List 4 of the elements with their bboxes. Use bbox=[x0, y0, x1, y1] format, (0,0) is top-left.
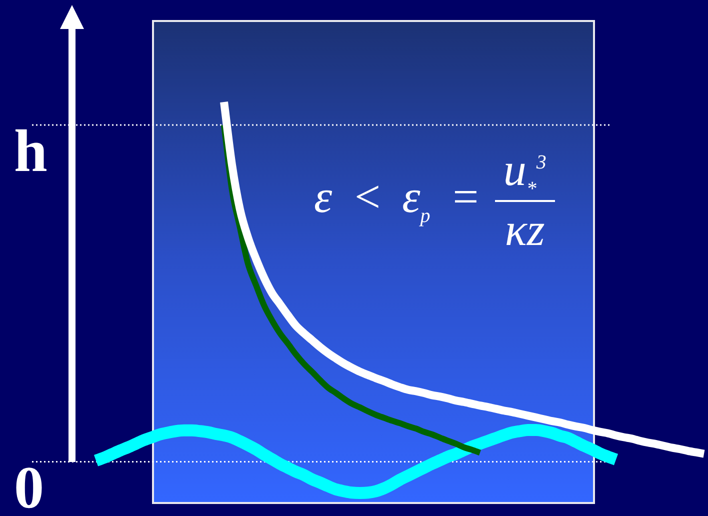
annotation: κz bbox=[504, 204, 546, 256]
ref-line-label: h bbox=[14, 118, 48, 184]
ref-line-label: 0 bbox=[14, 454, 44, 516]
annotation: ε < ε$_{p}$ = bbox=[314, 171, 481, 228]
